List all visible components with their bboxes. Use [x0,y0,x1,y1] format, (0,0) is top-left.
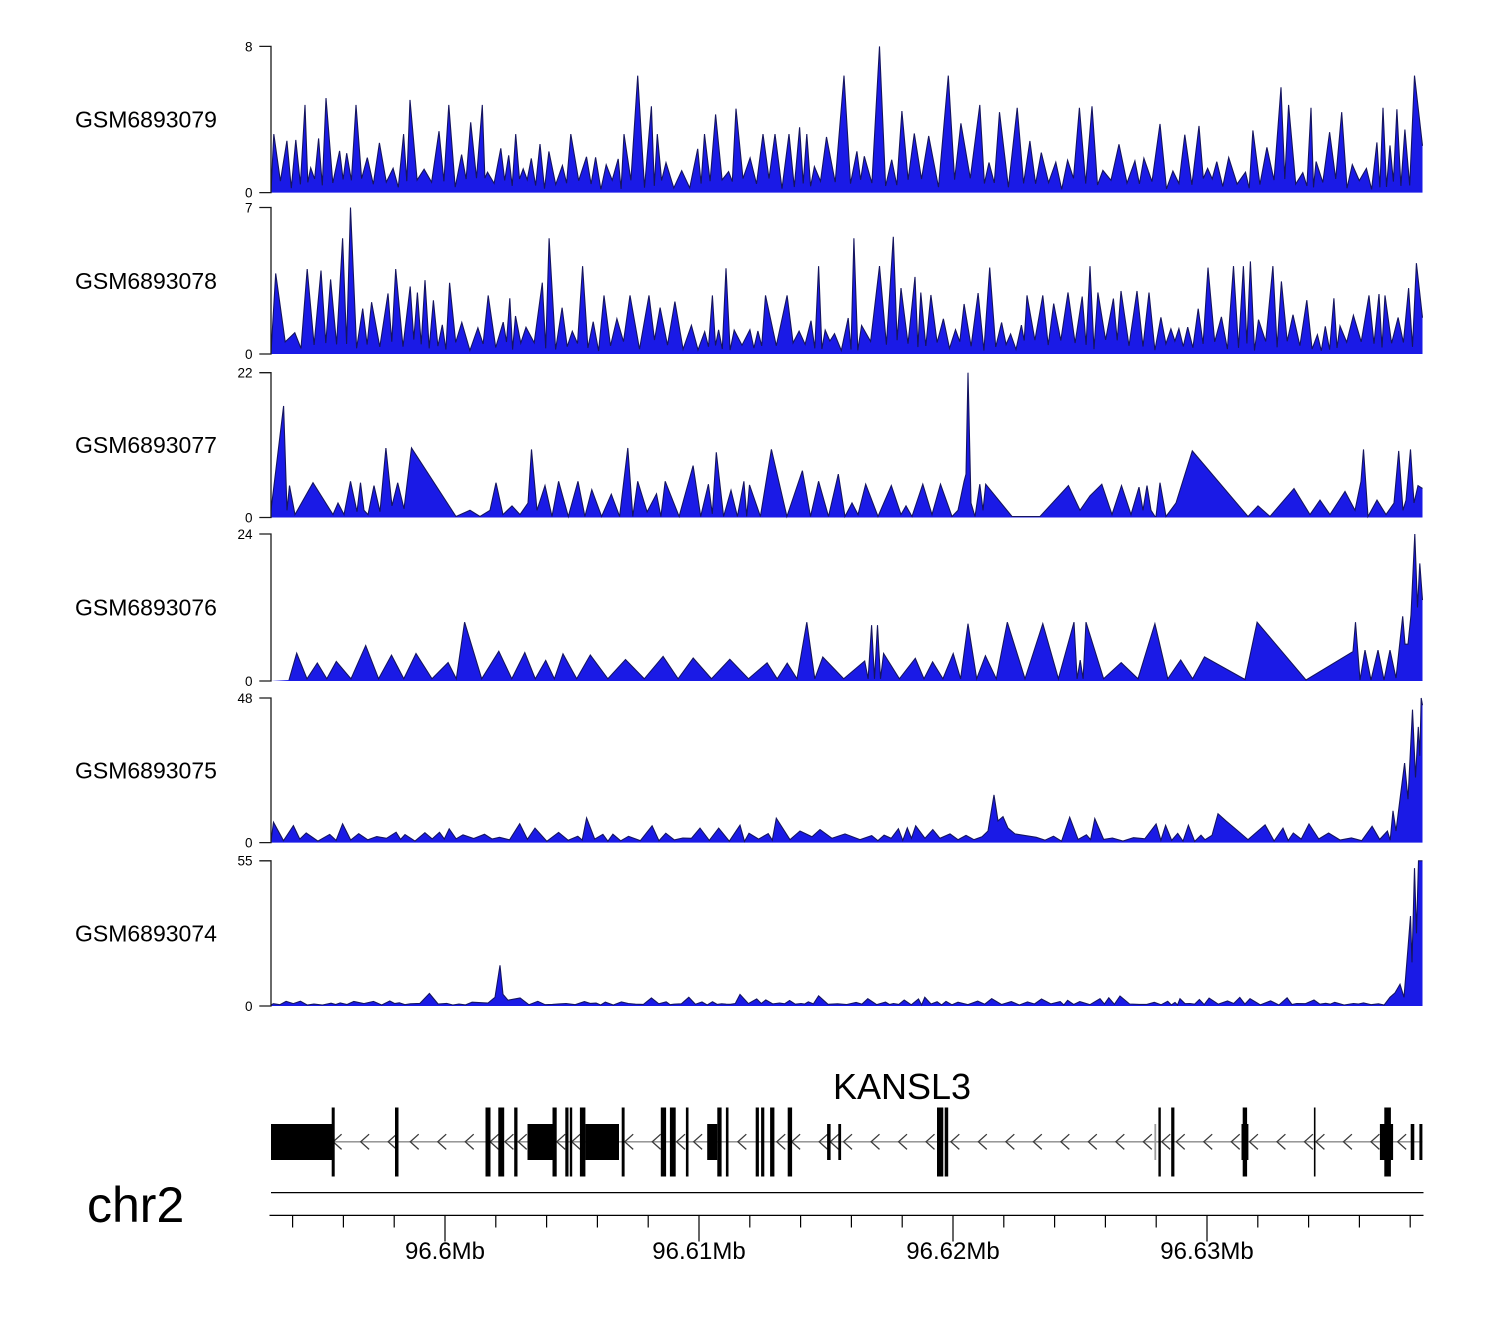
svg-text:0: 0 [245,999,253,1014]
svg-text:GSM6893077: GSM6893077 [75,432,217,458]
svg-text:0: 0 [245,186,253,201]
svg-text:48: 48 [237,691,252,706]
svg-text:22: 22 [237,366,252,381]
svg-text:0: 0 [245,510,253,525]
svg-text:KANSL3: KANSL3 [833,1066,971,1107]
svg-text:96.63Mb: 96.63Mb [1160,1238,1253,1265]
svg-text:GSM6893078: GSM6893078 [75,268,217,294]
svg-text:96.62Mb: 96.62Mb [906,1238,999,1265]
svg-text:55: 55 [237,854,252,869]
svg-text:GSM6893075: GSM6893075 [75,757,217,783]
svg-text:24: 24 [237,527,253,542]
svg-text:96.61Mb: 96.61Mb [652,1238,745,1265]
svg-text:0: 0 [245,836,253,851]
svg-text:GSM6893079: GSM6893079 [75,107,217,133]
svg-text:0: 0 [245,347,253,362]
svg-text:GSM6893076: GSM6893076 [75,595,217,621]
svg-text:0: 0 [245,674,253,689]
svg-text:8: 8 [245,39,253,54]
svg-text:chr2: chr2 [87,1177,184,1233]
svg-text:GSM6893074: GSM6893074 [75,920,217,946]
svg-text:96.6Mb: 96.6Mb [405,1238,485,1265]
svg-text:7: 7 [245,200,253,215]
